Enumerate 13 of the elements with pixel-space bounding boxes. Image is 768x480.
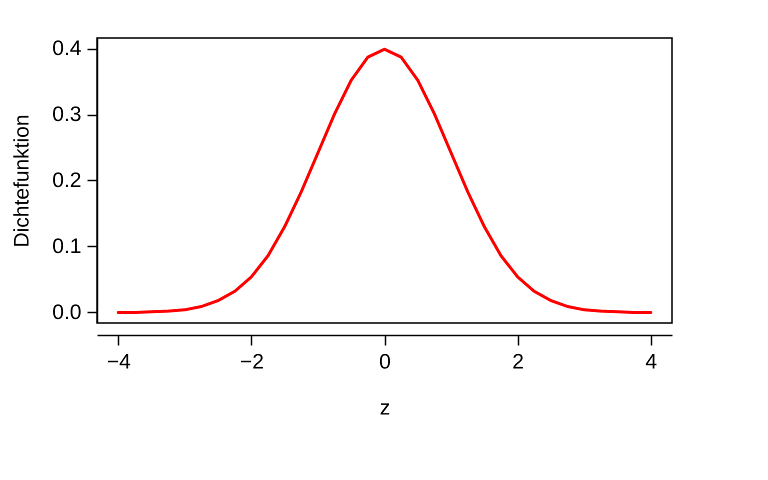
x-tick-label: −4 bbox=[106, 350, 132, 374]
y-tick-label: 0.3 bbox=[52, 103, 82, 126]
x-tick-label: 2 bbox=[512, 350, 524, 374]
y-tick-label: 0.1 bbox=[52, 234, 82, 258]
line-series bbox=[116, 48, 652, 314]
x-axis-title: z bbox=[380, 396, 390, 420]
y-tick-label: 0.4 bbox=[52, 37, 82, 60]
x-tick-label: −2 bbox=[240, 350, 264, 374]
y-tick-label: 0.0 bbox=[52, 300, 82, 324]
x-tick-label: 0 bbox=[379, 350, 391, 374]
y-axis-title: Dichtefunktion bbox=[10, 114, 34, 248]
x-tick-label: 4 bbox=[645, 350, 658, 374]
y-tick-label: 0.2 bbox=[52, 169, 82, 192]
